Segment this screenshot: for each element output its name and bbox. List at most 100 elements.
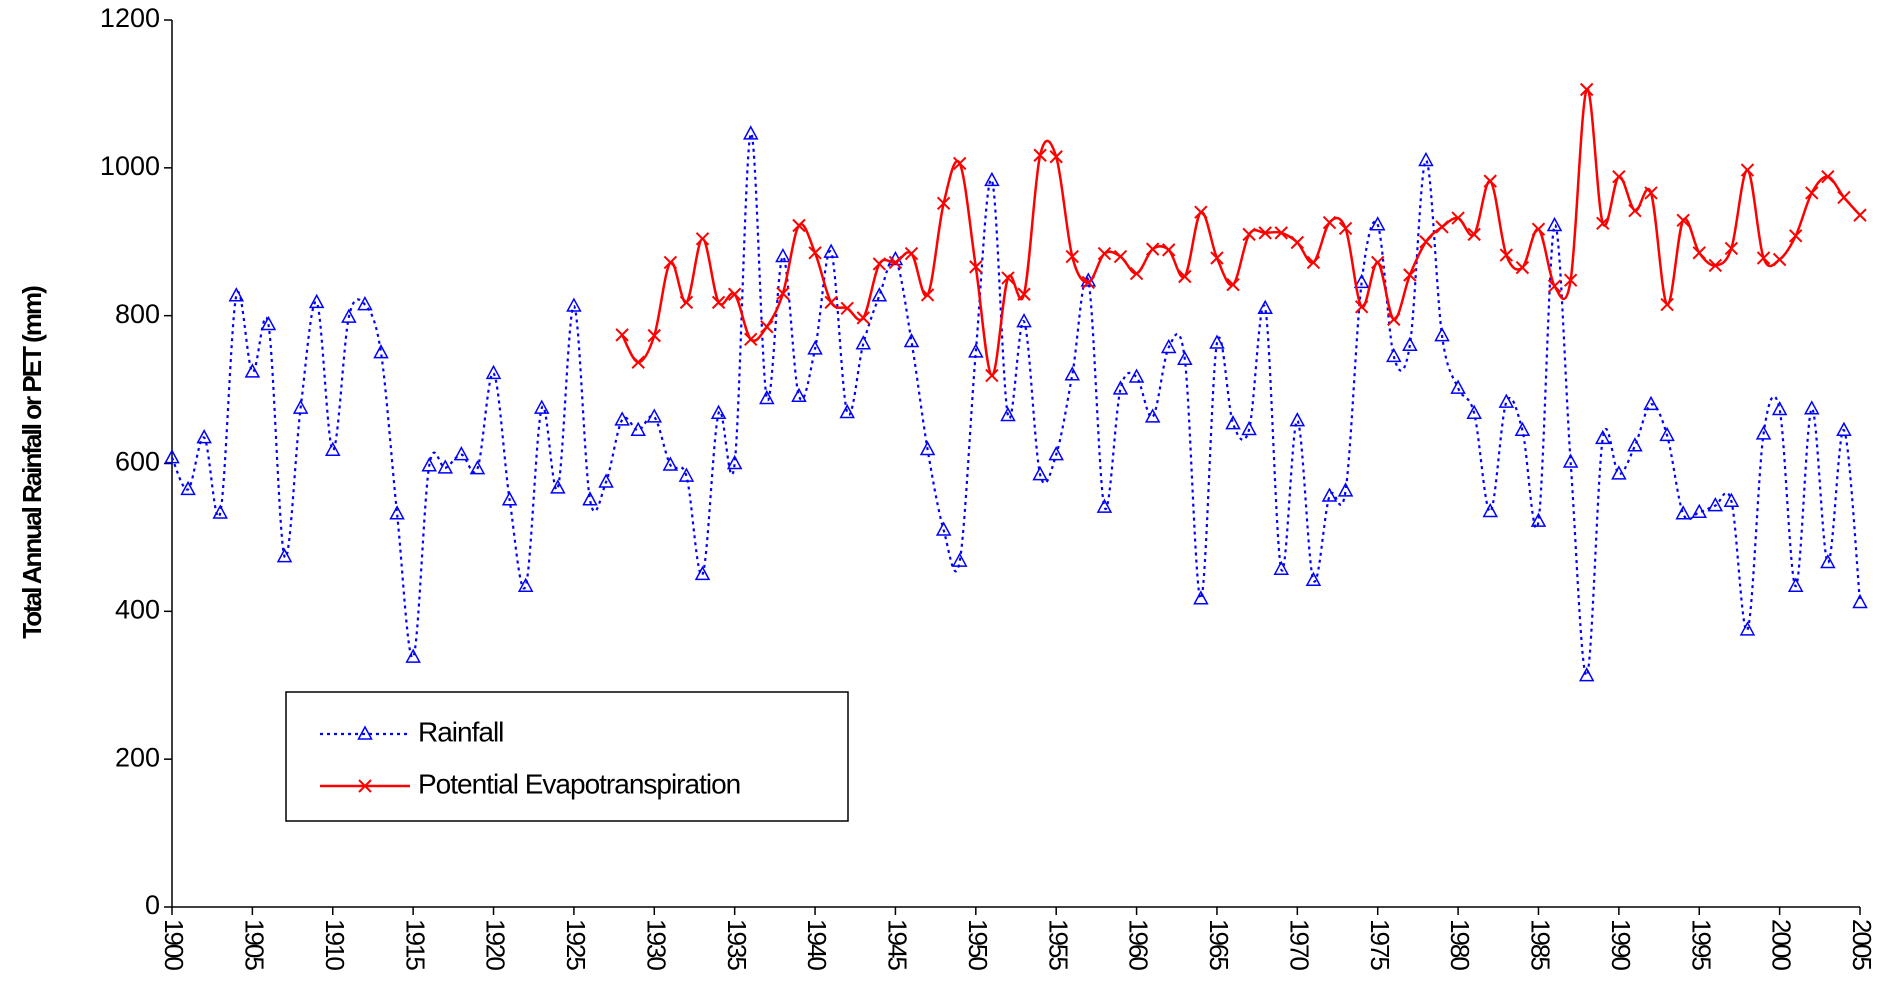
data-point xyxy=(1128,368,1145,383)
data-point xyxy=(1643,395,1659,411)
data-point xyxy=(1788,229,1803,243)
data-point xyxy=(953,156,967,171)
data-point xyxy=(260,315,277,331)
data-point xyxy=(1756,251,1771,265)
data-point xyxy=(566,297,582,312)
data-point xyxy=(1016,313,1032,328)
data-point xyxy=(1418,151,1434,167)
data-point xyxy=(1000,406,1016,422)
data-point xyxy=(694,565,711,581)
data-point xyxy=(1498,393,1515,408)
y-tick-label: 0 xyxy=(145,890,160,920)
data-point xyxy=(1579,82,1594,97)
data-point xyxy=(1482,502,1499,518)
data-point xyxy=(1676,213,1690,228)
data-point xyxy=(180,480,196,496)
data-point xyxy=(695,232,710,246)
data-point xyxy=(1451,211,1465,225)
data-point xyxy=(1723,492,1740,507)
data-point xyxy=(646,408,663,423)
data-point xyxy=(1112,380,1129,395)
data-point xyxy=(1225,415,1241,430)
data-point xyxy=(1659,426,1675,442)
data-point xyxy=(1853,208,1867,222)
data-point xyxy=(710,404,727,419)
data-point xyxy=(1338,221,1353,236)
data-point xyxy=(1821,169,1835,184)
data-point xyxy=(888,255,903,270)
data-point xyxy=(1755,425,1772,440)
x-tick-label: 1940 xyxy=(802,919,832,970)
data-point xyxy=(1708,258,1723,273)
data-point xyxy=(792,218,806,233)
x-tick-label: 1965 xyxy=(1204,919,1234,970)
data-point xyxy=(744,332,758,347)
data-point xyxy=(663,255,678,270)
data-point xyxy=(711,295,726,310)
x-tick-label: 1970 xyxy=(1284,919,1314,970)
data-point xyxy=(1032,466,1048,481)
data-point xyxy=(904,246,919,261)
data-point xyxy=(1033,148,1047,162)
data-point xyxy=(244,363,261,378)
data-point xyxy=(1162,243,1176,257)
data-point xyxy=(212,504,228,519)
data-point xyxy=(373,344,389,359)
data-point xyxy=(1387,312,1401,327)
data-point xyxy=(1675,505,1691,520)
data-point xyxy=(1226,277,1240,292)
data-point xyxy=(1644,186,1658,200)
data-point xyxy=(823,243,839,258)
x-tick-label: 1935 xyxy=(722,919,752,970)
data-point xyxy=(1546,216,1563,232)
data-point xyxy=(276,548,293,563)
data-point xyxy=(968,343,984,358)
data-point xyxy=(1257,299,1273,315)
data-point xyxy=(1595,429,1611,445)
data-point xyxy=(1001,271,1015,285)
data-point xyxy=(1483,174,1497,188)
x-tick-label: 1985 xyxy=(1526,919,1556,970)
data-point xyxy=(1514,421,1531,436)
x-tick-label: 1915 xyxy=(400,919,430,970)
data-point xyxy=(1419,235,1433,249)
data-point xyxy=(1820,553,1836,569)
data-point xyxy=(453,446,470,461)
data-point xyxy=(389,505,405,520)
data-point xyxy=(1852,593,1868,609)
legend-marker xyxy=(357,725,373,740)
data-point xyxy=(1194,205,1208,219)
data-point xyxy=(421,457,437,472)
data-point xyxy=(647,328,661,343)
data-point xyxy=(985,368,999,383)
data-point xyxy=(1321,487,1338,502)
data-point xyxy=(1160,338,1177,354)
data-point xyxy=(1530,512,1547,527)
data-point xyxy=(292,399,309,414)
data-point xyxy=(517,577,534,592)
data-point xyxy=(1242,227,1256,242)
x-tick-label: 1980 xyxy=(1445,919,1475,970)
data-point xyxy=(630,421,646,436)
data-point xyxy=(325,441,341,456)
data-point xyxy=(1096,498,1113,513)
data-point xyxy=(1178,269,1192,284)
data-point xyxy=(1837,190,1851,205)
y-tick-label: 400 xyxy=(115,594,160,624)
x-tick-label: 1905 xyxy=(240,919,270,970)
legend-marker xyxy=(358,779,372,793)
data-point xyxy=(1547,279,1562,293)
data-point xyxy=(1499,248,1514,262)
data-point xyxy=(662,456,679,471)
data-point xyxy=(1306,255,1321,270)
data-point xyxy=(1371,255,1385,270)
data-point xyxy=(1628,203,1642,218)
data-point xyxy=(969,260,983,274)
data-point xyxy=(1145,242,1160,256)
data-point xyxy=(631,355,645,369)
data-point xyxy=(1097,246,1112,261)
data-point xyxy=(1081,275,1096,290)
data-point xyxy=(1305,571,1322,587)
data-point xyxy=(598,473,614,488)
data-point xyxy=(1787,577,1804,592)
